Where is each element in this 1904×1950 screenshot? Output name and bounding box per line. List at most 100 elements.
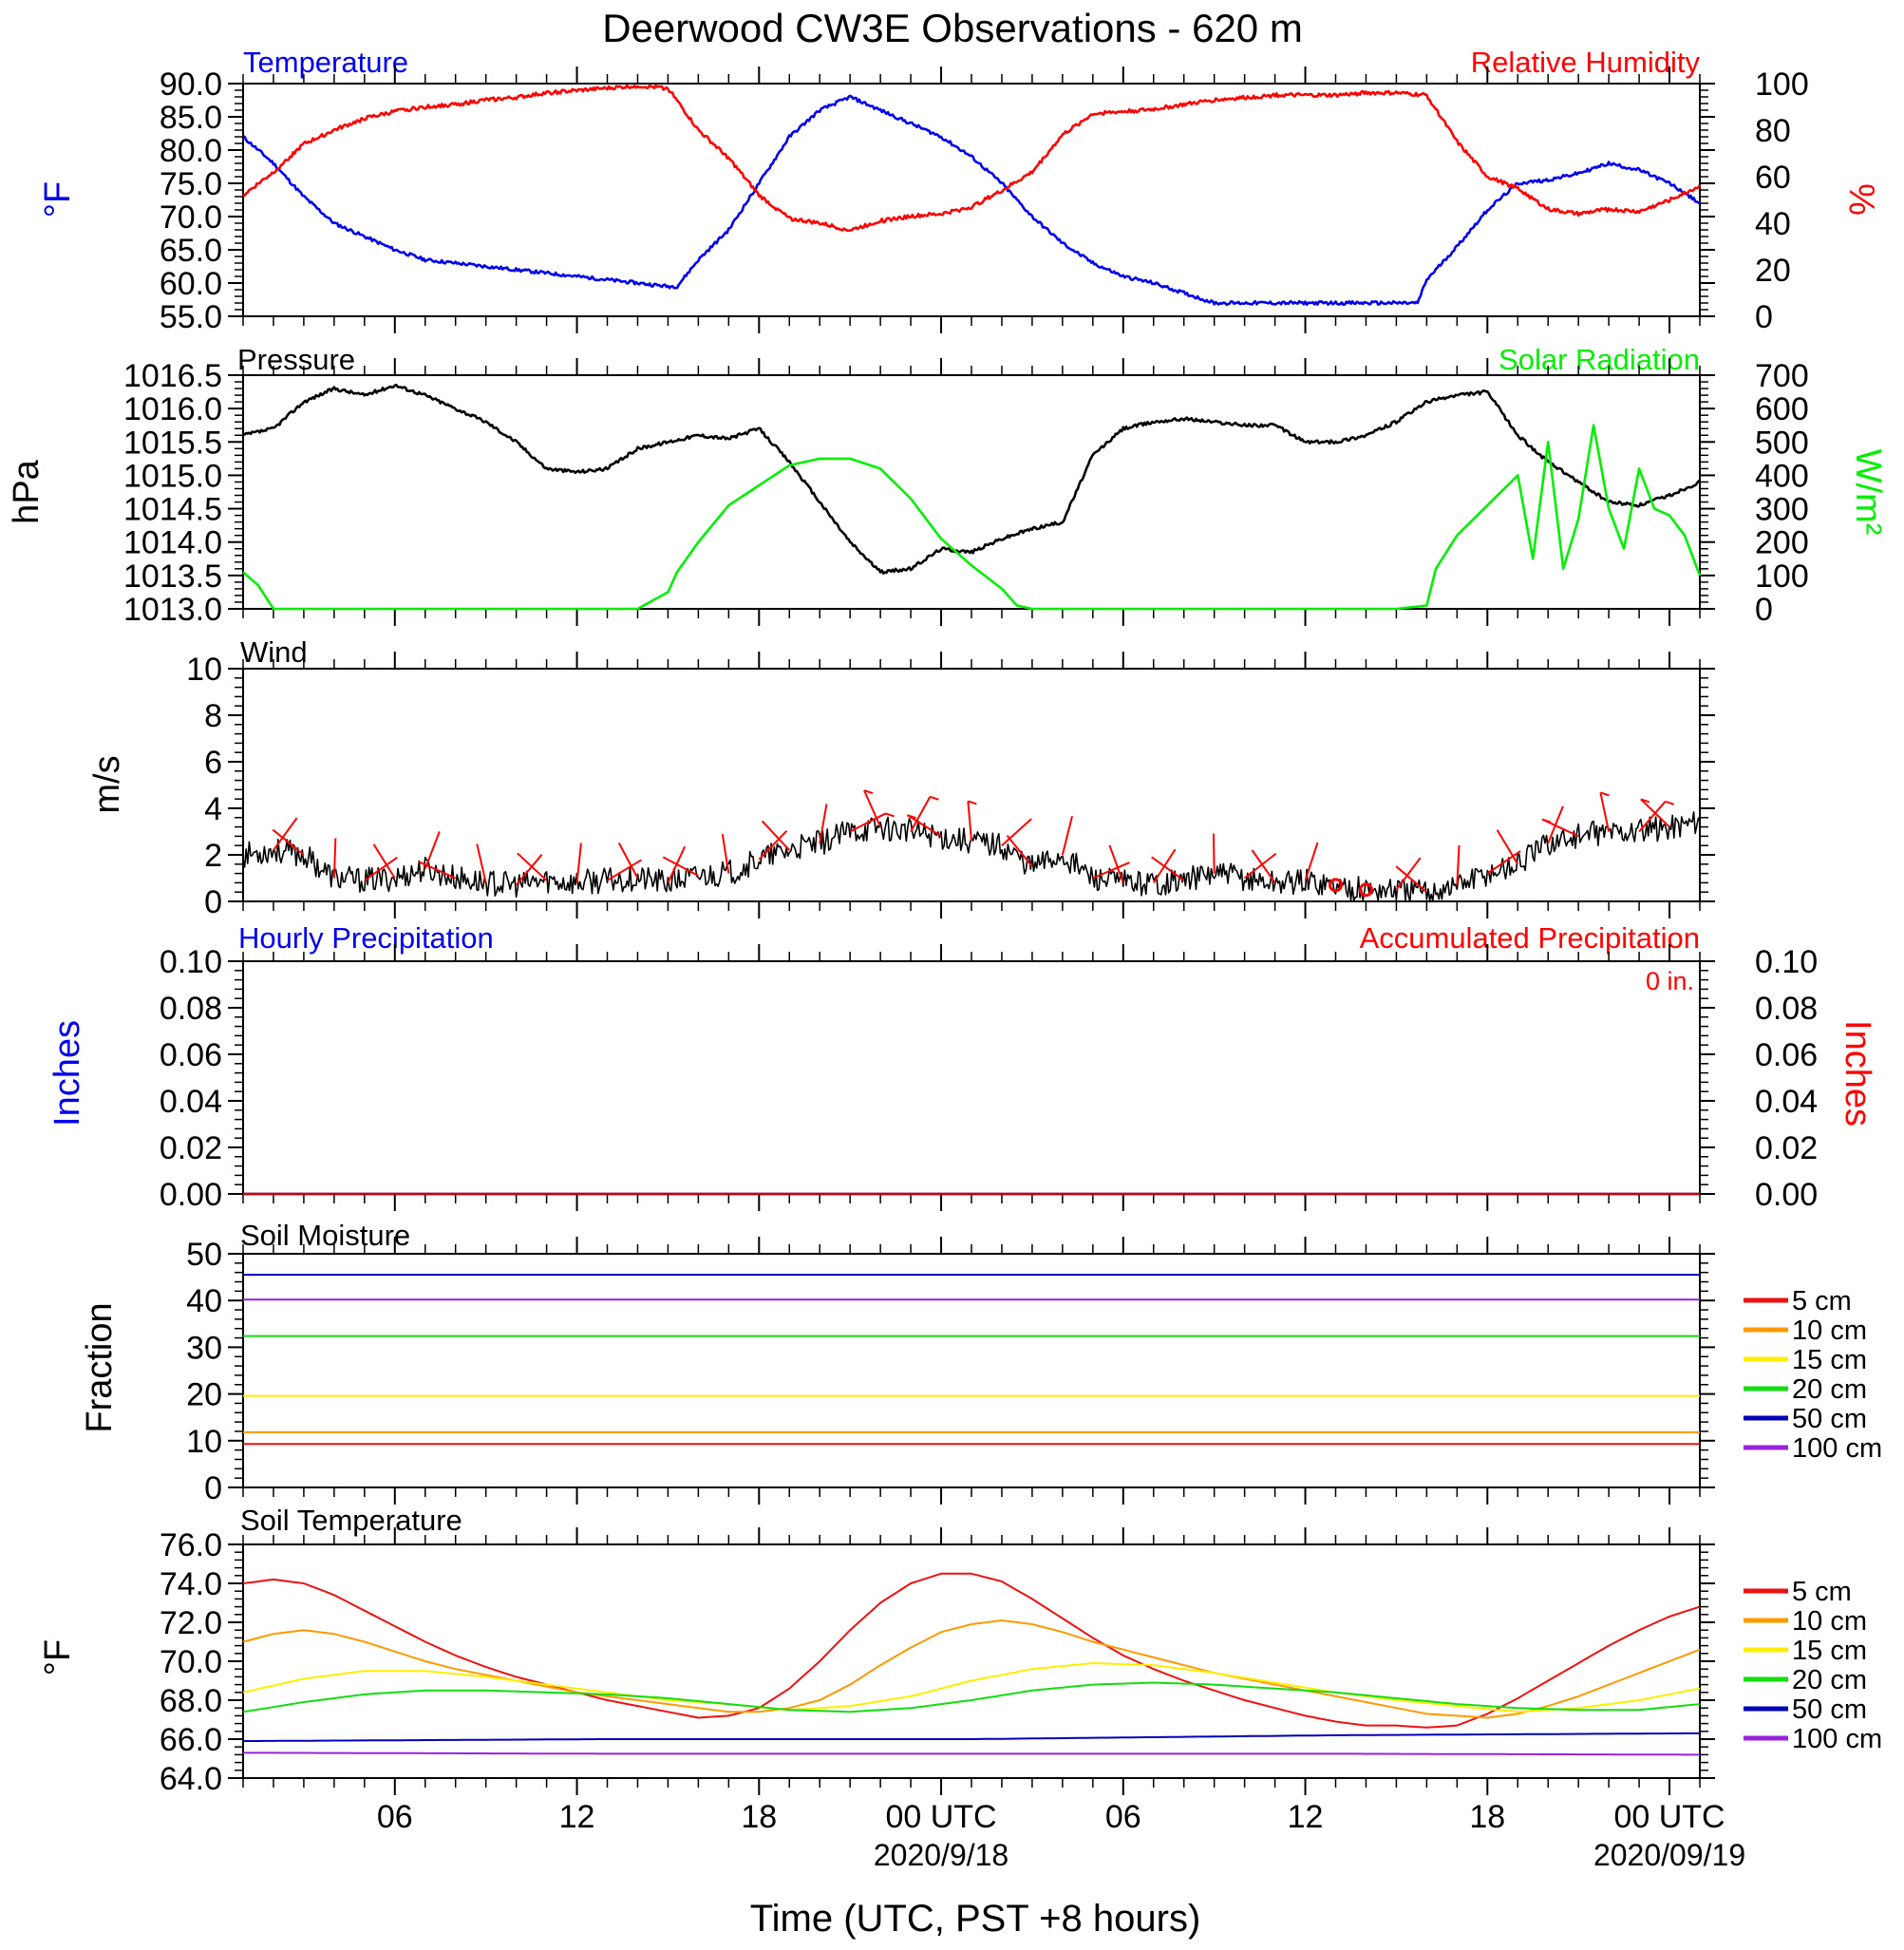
y-tick-label: 10 [186, 652, 222, 688]
wind-barb [1006, 834, 1033, 867]
wind-barb-flag [1600, 791, 1610, 797]
wind-barb [617, 842, 639, 879]
x-tick-label: 06 [1105, 1799, 1141, 1835]
wind-barb [1486, 850, 1521, 875]
y-tick-label: 70.0 [160, 1644, 222, 1680]
wind-barb [515, 854, 543, 886]
wind-barb [1212, 833, 1216, 874]
wind-barb [1638, 801, 1667, 833]
series-50-cm [243, 1732, 1700, 1742]
series-10-cm [242, 1619, 1701, 1719]
panel-wind-plot: 10 8 6 4 2 0 [186, 652, 1715, 920]
wind-barb [272, 828, 305, 856]
legend-label: 15 cm [1792, 1345, 1867, 1375]
y-tick-label: 20 [186, 1377, 222, 1413]
plot-frame [242, 1253, 1701, 1488]
wind-barb-flag [1640, 798, 1650, 804]
y2-tick-label: 200 [1755, 525, 1809, 561]
wind-barb [1251, 849, 1276, 883]
wind-barb-flag [863, 789, 874, 795]
wind-barb-flag [1665, 800, 1674, 805]
wind-barb [1640, 798, 1670, 828]
y2-tick-label: 300 [1755, 492, 1809, 528]
wind-barb [819, 804, 828, 843]
wind-barb [372, 843, 396, 880]
y-tick-label: 74.0 [160, 1566, 222, 1602]
legend-label: 5 cm [1792, 1286, 1852, 1316]
plot-frame [242, 960, 1701, 1195]
calm-wind-marker [1329, 878, 1343, 893]
y-tick-label: 1013.5 [123, 558, 222, 595]
y-tick-label: 0.02 [160, 1130, 222, 1166]
wind-barb [849, 812, 887, 833]
dynamic-layer: 90.085.080.075.070.065.060.055.010080604… [123, 66, 1882, 1872]
y2-tick-label: 400 [1755, 458, 1809, 494]
temp-unit: °F [38, 181, 78, 218]
y-tick-label: 68.0 [160, 1683, 222, 1719]
series-15-cm [242, 1662, 1701, 1713]
wind-barb [1496, 829, 1519, 865]
accum-precip-title: Accumulated Precipitation [1360, 921, 1700, 955]
wind-barb [1599, 792, 1611, 832]
y-tick-label: 40 [186, 1283, 222, 1319]
wind-barb [662, 856, 699, 877]
y-tick-label: 30 [186, 1330, 222, 1366]
wind-barb [273, 817, 298, 851]
temp-title: Temperature [243, 46, 408, 79]
panel-temp-rh: Temperature Relative Humidity °F % [38, 46, 1881, 218]
series-relative-humidity [242, 84, 1702, 233]
legend-label: 20 cm [1792, 1374, 1867, 1405]
y2-tick-label: 80 [1755, 113, 1791, 149]
y-tick-label: 72.0 [160, 1605, 222, 1641]
series-100-cm [243, 1751, 1700, 1756]
y2-tick-label: 500 [1755, 425, 1809, 461]
wind-barb [424, 831, 441, 870]
series-pressure [242, 383, 1701, 576]
y-tick-label: 60.0 [160, 266, 222, 302]
hourly-precip-title: Hourly Precipitation [238, 921, 494, 955]
series-temperature [242, 94, 1701, 307]
y2-tick-label: 700 [1755, 358, 1809, 394]
wind-barb [332, 838, 337, 879]
x-axis-label: Time (UTC, PST +8 hours) [750, 1898, 1201, 1940]
x-tick-label: 12 [559, 1799, 595, 1835]
x-tick-date-label: 2020/9/18 [874, 1838, 1009, 1872]
y2-tick-label: 100 [1755, 66, 1809, 103]
chart-title: Deerwood CW3E Observations - 620 m [602, 6, 1303, 50]
wind-barb [1001, 818, 1032, 846]
wind-barb [418, 861, 457, 880]
plot-frame [242, 1543, 1701, 1779]
y-tick-label: 0.10 [160, 944, 222, 980]
y-tick-label: 66.0 [160, 1722, 222, 1758]
wind-barb [1456, 844, 1461, 885]
y-tick-label: 1015.5 [123, 425, 222, 461]
plot-frame [242, 83, 1701, 317]
panel-soil-moisture: Soil Moisture Fraction [80, 1219, 410, 1433]
panel-soil_moisture-plot: 50 40 30 20 10 0 [186, 1237, 1715, 1506]
y-tick-label: 85.0 [160, 100, 222, 136]
y2-tick-label: 0 [1755, 592, 1773, 628]
y-tick-label: 0.00 [160, 1177, 222, 1213]
soil-temp-unit: °F [38, 1639, 78, 1675]
wind-barb [1061, 816, 1074, 856]
wind-barb [606, 859, 643, 881]
y-tick-label: 0 [204, 1470, 222, 1506]
y2-tick-label: 0.06 [1755, 1037, 1818, 1073]
y-tick-label: 76.0 [160, 1527, 222, 1563]
wind-barb [1304, 842, 1319, 881]
y-tick-label: 0.04 [160, 1084, 222, 1120]
accum-precip-unit: Inches [1838, 1020, 1877, 1126]
y2-tick-label: 600 [1755, 391, 1809, 427]
soil-moisture-unit: Fraction [80, 1302, 120, 1432]
wind-barb [1108, 844, 1124, 883]
y-tick-label: 10 [186, 1424, 222, 1460]
y-tick-label: 4 [204, 791, 222, 827]
legend-label: 50 cm [1792, 1404, 1867, 1434]
y-tick-label: 75.0 [160, 166, 222, 202]
wind-barb [721, 833, 730, 874]
solar-title: Solar Radiation [1499, 343, 1700, 376]
y-tick-label: 1016.5 [123, 358, 222, 394]
panel-soil_temp-plot: 76.074.072.070.068.066.064.0 [160, 1527, 1715, 1797]
legend-label: 20 cm [1792, 1665, 1867, 1695]
